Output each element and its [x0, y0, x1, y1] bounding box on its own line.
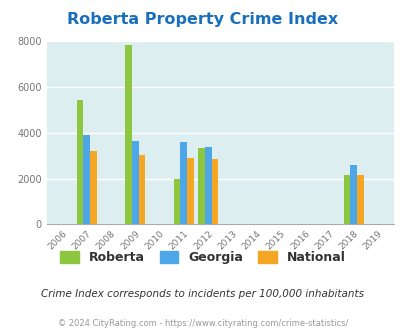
Bar: [173, 179, 180, 224]
Text: © 2024 CityRating.com - https://www.cityrating.com/crime-statistics/: © 2024 CityRating.com - https://www.city…: [58, 319, 347, 328]
Bar: [187, 158, 194, 224]
Bar: [356, 175, 363, 224]
Bar: [211, 159, 218, 224]
Bar: [139, 155, 145, 224]
Bar: [77, 100, 83, 224]
Bar: [83, 135, 90, 224]
Bar: [197, 148, 204, 224]
Bar: [350, 165, 356, 224]
Bar: [90, 151, 97, 224]
Bar: [125, 45, 132, 224]
Legend: Roberta, Georgia, National: Roberta, Georgia, National: [55, 246, 350, 269]
Text: Crime Index corresponds to incidents per 100,000 inhabitants: Crime Index corresponds to incidents per…: [41, 289, 364, 299]
Bar: [180, 142, 187, 224]
Bar: [204, 147, 211, 224]
Bar: [343, 175, 350, 224]
Bar: [132, 141, 139, 224]
Text: Roberta Property Crime Index: Roberta Property Crime Index: [67, 12, 338, 26]
